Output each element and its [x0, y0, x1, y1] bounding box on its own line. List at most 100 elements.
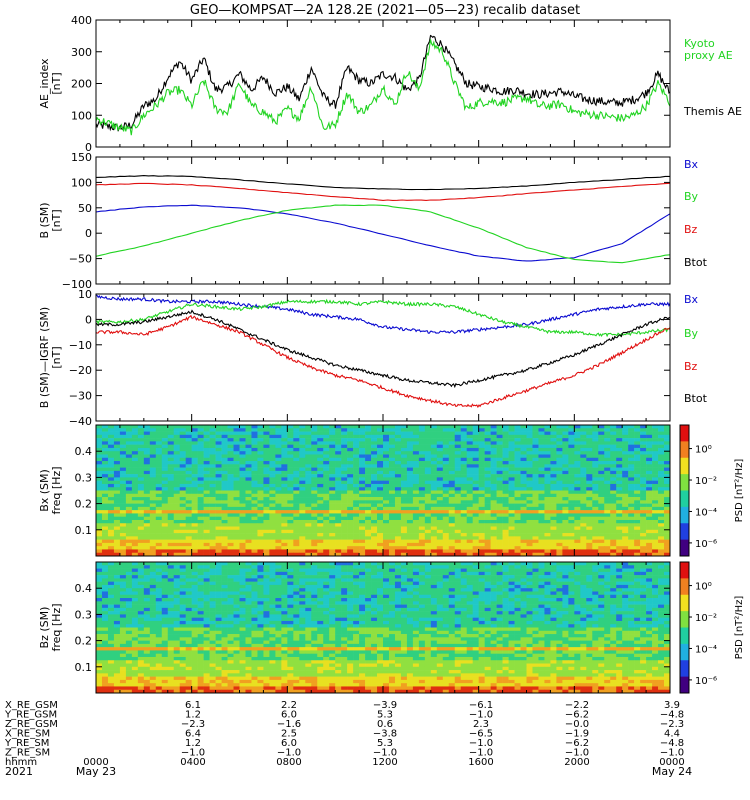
spectrogram-cell [353, 549, 360, 554]
spectrogram-cell [646, 584, 653, 589]
spectrogram-cell [287, 434, 294, 439]
spectrogram-cell [610, 533, 617, 537]
spectrogram-cell [263, 470, 270, 475]
spectrogram-cell [383, 516, 390, 521]
spectrogram-cell [257, 464, 264, 468]
spectrogram-cell [233, 457, 240, 462]
spectrogram-cell [155, 523, 163, 527]
spectrogram-cell [412, 461, 420, 465]
spectrogram-cell [155, 568, 163, 573]
spectrogram-cell [568, 434, 575, 439]
spectrogram-cell [107, 503, 115, 508]
spectrogram-cell [203, 480, 210, 485]
spectrogram-cell [628, 546, 635, 550]
spectrogram-cell [496, 519, 503, 524]
spectrogram-cell [119, 568, 127, 573]
spectrogram-cell [520, 438, 527, 442]
spectrogram-cell [353, 461, 360, 465]
spectrogram-cell [347, 477, 354, 481]
spectrogram-cell [143, 529, 151, 534]
spectrogram-cell [287, 552, 294, 557]
spectrogram-cell [388, 536, 396, 540]
spectrogram-cell [149, 500, 157, 504]
spectrogram-cell [233, 428, 240, 432]
spectrogram-cell [502, 510, 509, 514]
spectrogram-cell [311, 588, 318, 592]
spectrogram-cell [161, 477, 169, 481]
spectrogram-cell [305, 552, 312, 557]
spectrogram-cell [323, 562, 330, 566]
spectrogram-cell [622, 480, 629, 485]
spectrogram-cell [526, 490, 533, 495]
spectrogram-cell [598, 533, 605, 537]
spectrogram-cell [251, 441, 258, 445]
spectrogram-cell [544, 523, 551, 527]
spectrogram-cell [203, 487, 210, 491]
spectrogram-cell [251, 584, 258, 589]
spectrogram-cell [179, 483, 186, 488]
spectrogram-cell [359, 526, 366, 531]
spectrogram-cell [173, 483, 181, 488]
spectrogram-cell [269, 568, 276, 573]
spectrogram-cell [317, 549, 324, 554]
spectrogram-cell [508, 470, 515, 475]
spectrogram-cell [556, 438, 563, 442]
spectrogram-cell [496, 565, 503, 569]
spectrogram-cell [239, 542, 246, 547]
spectrogram-cell [347, 523, 354, 527]
spectrogram-cell [544, 516, 551, 521]
spectrogram-cell [167, 500, 175, 504]
spectrogram-cell [646, 457, 653, 462]
spectrogram-cell [562, 474, 569, 478]
spectrogram-cell [299, 441, 306, 445]
spectrogram-cell [191, 516, 198, 521]
spectrogram-cell [430, 526, 438, 531]
spectrogram-cell [179, 474, 186, 478]
spectrogram-cell [185, 425, 192, 429]
spectrogram-cell [448, 513, 456, 517]
spectrogram-cell [490, 552, 497, 557]
spectrogram-cell [640, 546, 647, 550]
spectrogram-cell [646, 571, 653, 576]
spectrogram-cell [418, 441, 426, 445]
spectrogram-cell [556, 457, 563, 462]
spectrogram-cell [394, 506, 402, 511]
spectrogram-cell [652, 519, 659, 524]
spectrogram-cell [197, 441, 204, 445]
spectrogram-cell [616, 565, 623, 569]
spectrogram-cell [388, 425, 396, 429]
spectrogram-cell [436, 523, 444, 527]
spectrogram-cell [359, 487, 366, 491]
spectrogram-cell [143, 581, 151, 586]
spectrogram-cell [460, 578, 468, 582]
spectrogram-cell [365, 503, 372, 508]
spectrogram-cell [335, 539, 342, 544]
spectrogram-cell [161, 454, 169, 459]
spectrogram-cell [161, 483, 169, 488]
spectrogram-cell [652, 546, 659, 550]
spectrogram-cell [622, 506, 629, 511]
spectrogram-cell [622, 451, 629, 455]
spectrogram-cell [245, 506, 252, 511]
spectrogram-cell [598, 428, 605, 432]
spectrogram-cell [275, 513, 282, 517]
spectrogram-cell [664, 454, 671, 459]
spectrogram-cell [131, 510, 139, 514]
spectrogram-cell [119, 549, 127, 554]
spectrogram-cell [143, 474, 151, 478]
spectrogram-cell [215, 562, 222, 566]
spectrogram-cell [664, 434, 671, 439]
spectrogram-cell [155, 477, 163, 481]
spectrogram-cell [125, 539, 133, 544]
spectrogram-cell [221, 457, 228, 462]
spectrogram-cell [502, 552, 509, 557]
spectrogram-cell [137, 536, 145, 540]
spectrogram-cell [143, 425, 151, 429]
spectrogram-cell [107, 536, 115, 540]
spectrogram-cell [412, 571, 420, 576]
spectrogram-cell [496, 431, 503, 436]
spectrogram-cell [245, 470, 252, 475]
spectrogram-cell [448, 529, 456, 534]
